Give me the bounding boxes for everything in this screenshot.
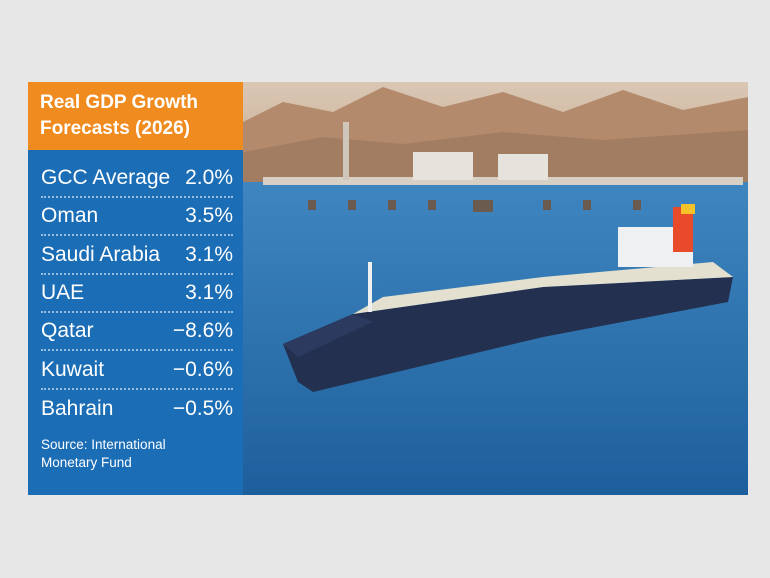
country: Kuwait — [41, 357, 105, 381]
country: UAE — [41, 280, 85, 304]
title: Real GDP Growth Forecasts (2026) — [40, 92, 199, 139]
table-row: Kuwait −0.6% — [41, 352, 233, 390]
growth-value: −0.5% — [172, 396, 233, 420]
country: Qatar — [41, 319, 94, 343]
growth-value: 3.1% — [185, 242, 233, 266]
country: Saudi Arabia — [41, 242, 161, 266]
photo — [243, 82, 748, 495]
table-row: Bahrain −0.5% — [41, 390, 233, 428]
growth-value: −0.6% — [172, 357, 233, 381]
table-row: Saudi Arabia 3.1% — [41, 237, 233, 275]
growth-value: −8.6% — [172, 319, 233, 343]
table-row: Oman 3.5% — [41, 198, 233, 237]
table-row: UAE 3.1% — [41, 275, 233, 313]
header: Real GDP Growth Forecasts (2026) — [28, 82, 243, 150]
country: Oman — [41, 204, 99, 228]
country: Bahrain — [41, 396, 114, 420]
source: Source: International Monetary Fund — [41, 437, 166, 470]
table-panel: Source: International Monetary Fund GCC … — [28, 150, 243, 495]
country: GCC Average — [41, 166, 171, 189]
table-row: Qatar −8.6% — [41, 313, 233, 352]
growth-value: 3.1% — [185, 280, 233, 304]
infographic: Real GDP Growth Forecasts (2026) Source:… — [28, 82, 748, 495]
growth-value: 3.5% — [185, 204, 233, 228]
table-row: GCC Average 2.0% — [41, 160, 233, 198]
growth-value: 2.0% — [185, 166, 233, 189]
